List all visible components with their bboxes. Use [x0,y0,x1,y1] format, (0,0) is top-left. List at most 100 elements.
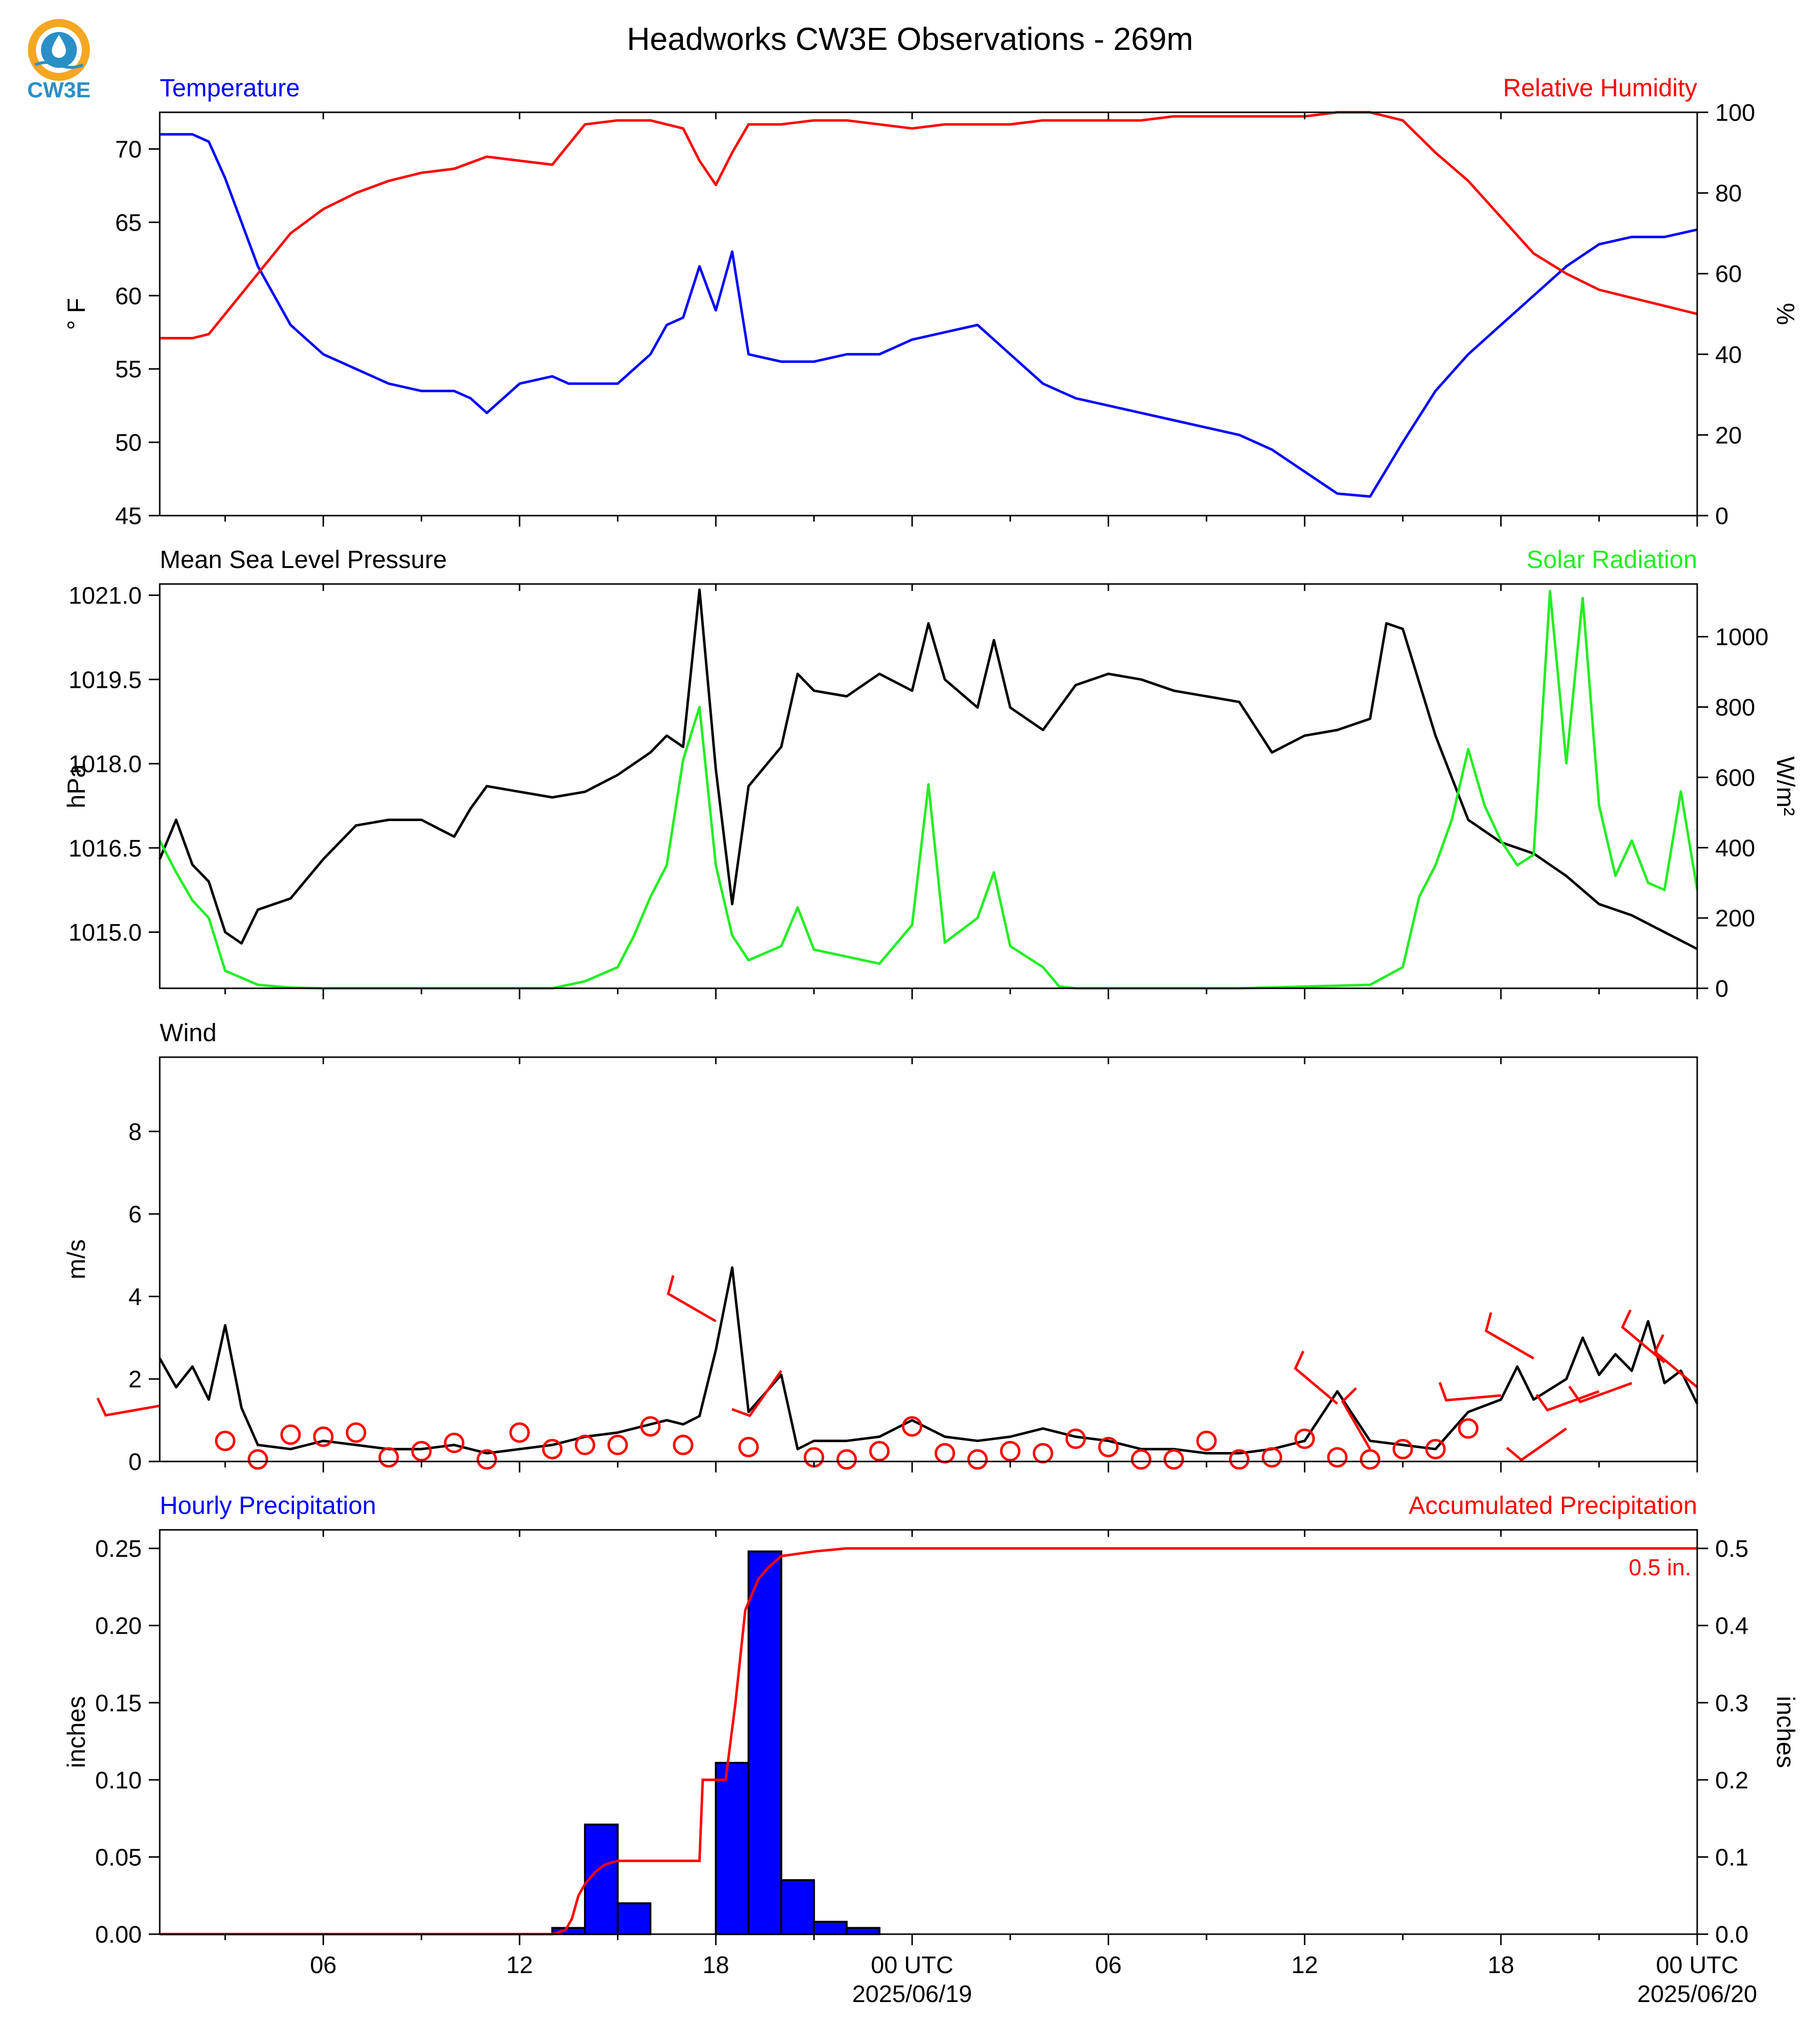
wind-barb [1341,1387,1371,1450]
calm-wind-circle [1032,1443,1053,1463]
calm-wind-circle [1065,1429,1086,1449]
panel-frame [159,1529,1698,1935]
calm-wind-circle [378,1447,399,1468]
y-tick-label-right: 0.3 [1715,1690,1749,1717]
wind-barb [1535,1390,1600,1412]
y-axis-label-right: % [1772,303,1800,325]
wind-barb [1568,1382,1632,1404]
calm-wind-circle [411,1441,432,1461]
panel-title-left: Hourly Precipitation [160,1491,376,1519]
y-tick-label-left: 0.15 [95,1690,142,1717]
y-tick-label-left: 70 [115,136,142,163]
series-line-wind [158,1266,1699,1454]
y-tick-label-right: 0.1 [1715,1844,1749,1871]
y-tick-label-left: 50 [115,430,142,456]
x-tick-label: 12 [506,1952,533,1979]
logo-wave-icon [34,61,84,69]
y-tick-label-left: 0.05 [95,1844,142,1871]
calm-wind-circle [542,1439,563,1459]
y-tick-label-right: 80 [1715,181,1742,207]
y-tick-label-right: 200 [1715,905,1755,932]
precip-bar [747,1550,783,1936]
x-date-label: 2025/06/19 [852,1981,972,2008]
calm-wind-circle [934,1443,955,1463]
calm-wind-circle [1261,1447,1282,1468]
y-tick-label-left: 4 [128,1284,142,1310]
calm-wind-circle [1000,1441,1021,1461]
accumulated-total-label: 0.5 in. [1629,1554,1691,1580]
y-tick-label-right: 0 [1715,503,1729,530]
y-tick-label-right: 20 [1715,422,1742,449]
calm-wind-circle [967,1449,988,1470]
series-line-solar-radiation [158,589,1699,990]
panel-title-right: Solar Radiation [1526,546,1697,574]
y-tick-label-left: 0.20 [95,1613,142,1640]
panel-frame [159,111,1698,517]
precip-bar [780,1879,815,1936]
y-tick-label-left: 1018.0 [68,751,142,778]
calm-wind-circle [1327,1447,1348,1468]
wind-barb [96,1398,160,1417]
y-tick-label-right: 400 [1715,835,1755,862]
y-axis-label-right: inches [1772,1696,1800,1768]
x-tick-label: 00 UTC [1656,1952,1738,1979]
y-tick-label-left: 1015.0 [68,920,142,946]
calm-wind-circle [215,1431,236,1451]
y-tick-label-right: 0.4 [1715,1613,1749,1640]
wind-barb [1438,1382,1502,1402]
y-tick-label-left: 6 [128,1201,142,1228]
calm-wind-circle [673,1435,693,1455]
y-tick-label-left: 55 [115,356,142,383]
panel-temperature_humidity: 45 50 55 60 65 70 0 20 40 60 80 100 Temperature Relat… [62,74,1800,530]
logo-water-drop-icon [52,35,66,58]
y-tick-label-right: 40 [1715,342,1742,368]
calm-wind-circle [607,1435,628,1455]
y-axis-label-left: ° F [62,298,90,330]
calm-wind-circle [313,1426,334,1447]
figure-title: Headworks CW3E Observations - 269m [627,21,1194,57]
precip-bar [616,1902,651,1935]
y-tick-label-right: 1000 [1715,624,1769,651]
series-line-temperature [160,133,1698,498]
calm-wind-circle [1458,1418,1479,1439]
x-tick-label: 12 [1291,1952,1318,1979]
panel-pressure_solar: 1015.0 1016.5 1018.0 1019.5 1021.0 0 200 400 600… [62,546,1800,1002]
calm-wind-circle [248,1449,269,1470]
x-date-label: 2025/06/20 [1637,1981,1757,2008]
calm-wind-circle [575,1435,596,1455]
panel-title-left: Temperature [160,74,300,102]
y-tick-label-left: 0.10 [95,1767,142,1794]
y-tick-label-left: 0.25 [95,1536,142,1562]
panel-precipitation: 0.5 in. 0.00 0.05 0.10 0.15 0.20 0.25 0.0 0.1 0.2… [62,1491,1800,1948]
y-tick-label-right: 0.2 [1715,1767,1749,1794]
calm-wind-circle [1425,1439,1446,1459]
calm-wind-circle [345,1422,366,1443]
panel-frame [159,1056,1698,1462]
x-tick-label: 00 UTC [871,1952,953,1979]
x-tick-label: 18 [1488,1952,1514,1979]
y-axis-label-left: inches [62,1696,90,1768]
y-tick-label-right: 0.5 [1715,1536,1749,1562]
wind-barb [1293,1351,1338,1405]
y-tick-label-right: 0 [1715,976,1729,1002]
series-line-mean-sea-level-pressure [158,588,1698,950]
precip-bar [846,1927,881,1936]
calm-wind-circle [444,1433,465,1453]
calm-wind-circle [738,1437,759,1457]
calm-wind-circle [476,1449,497,1470]
calm-wind-circle [902,1416,922,1437]
wind-barb [1506,1427,1567,1462]
panel-frame [159,583,1698,989]
calm-wind-circle [1098,1437,1119,1457]
calm-wind-circle [640,1416,661,1437]
calm-wind-circle [869,1441,890,1461]
series-line-relative-humidity [160,111,1698,339]
y-tick-label-right: 60 [1715,261,1742,288]
y-tick-label-left: 1016.5 [68,836,142,862]
calm-wind-circle [1392,1439,1413,1459]
x-tick-label: 18 [702,1952,729,1979]
wind-barb [666,1275,717,1323]
calm-wind-circle [1229,1449,1250,1470]
